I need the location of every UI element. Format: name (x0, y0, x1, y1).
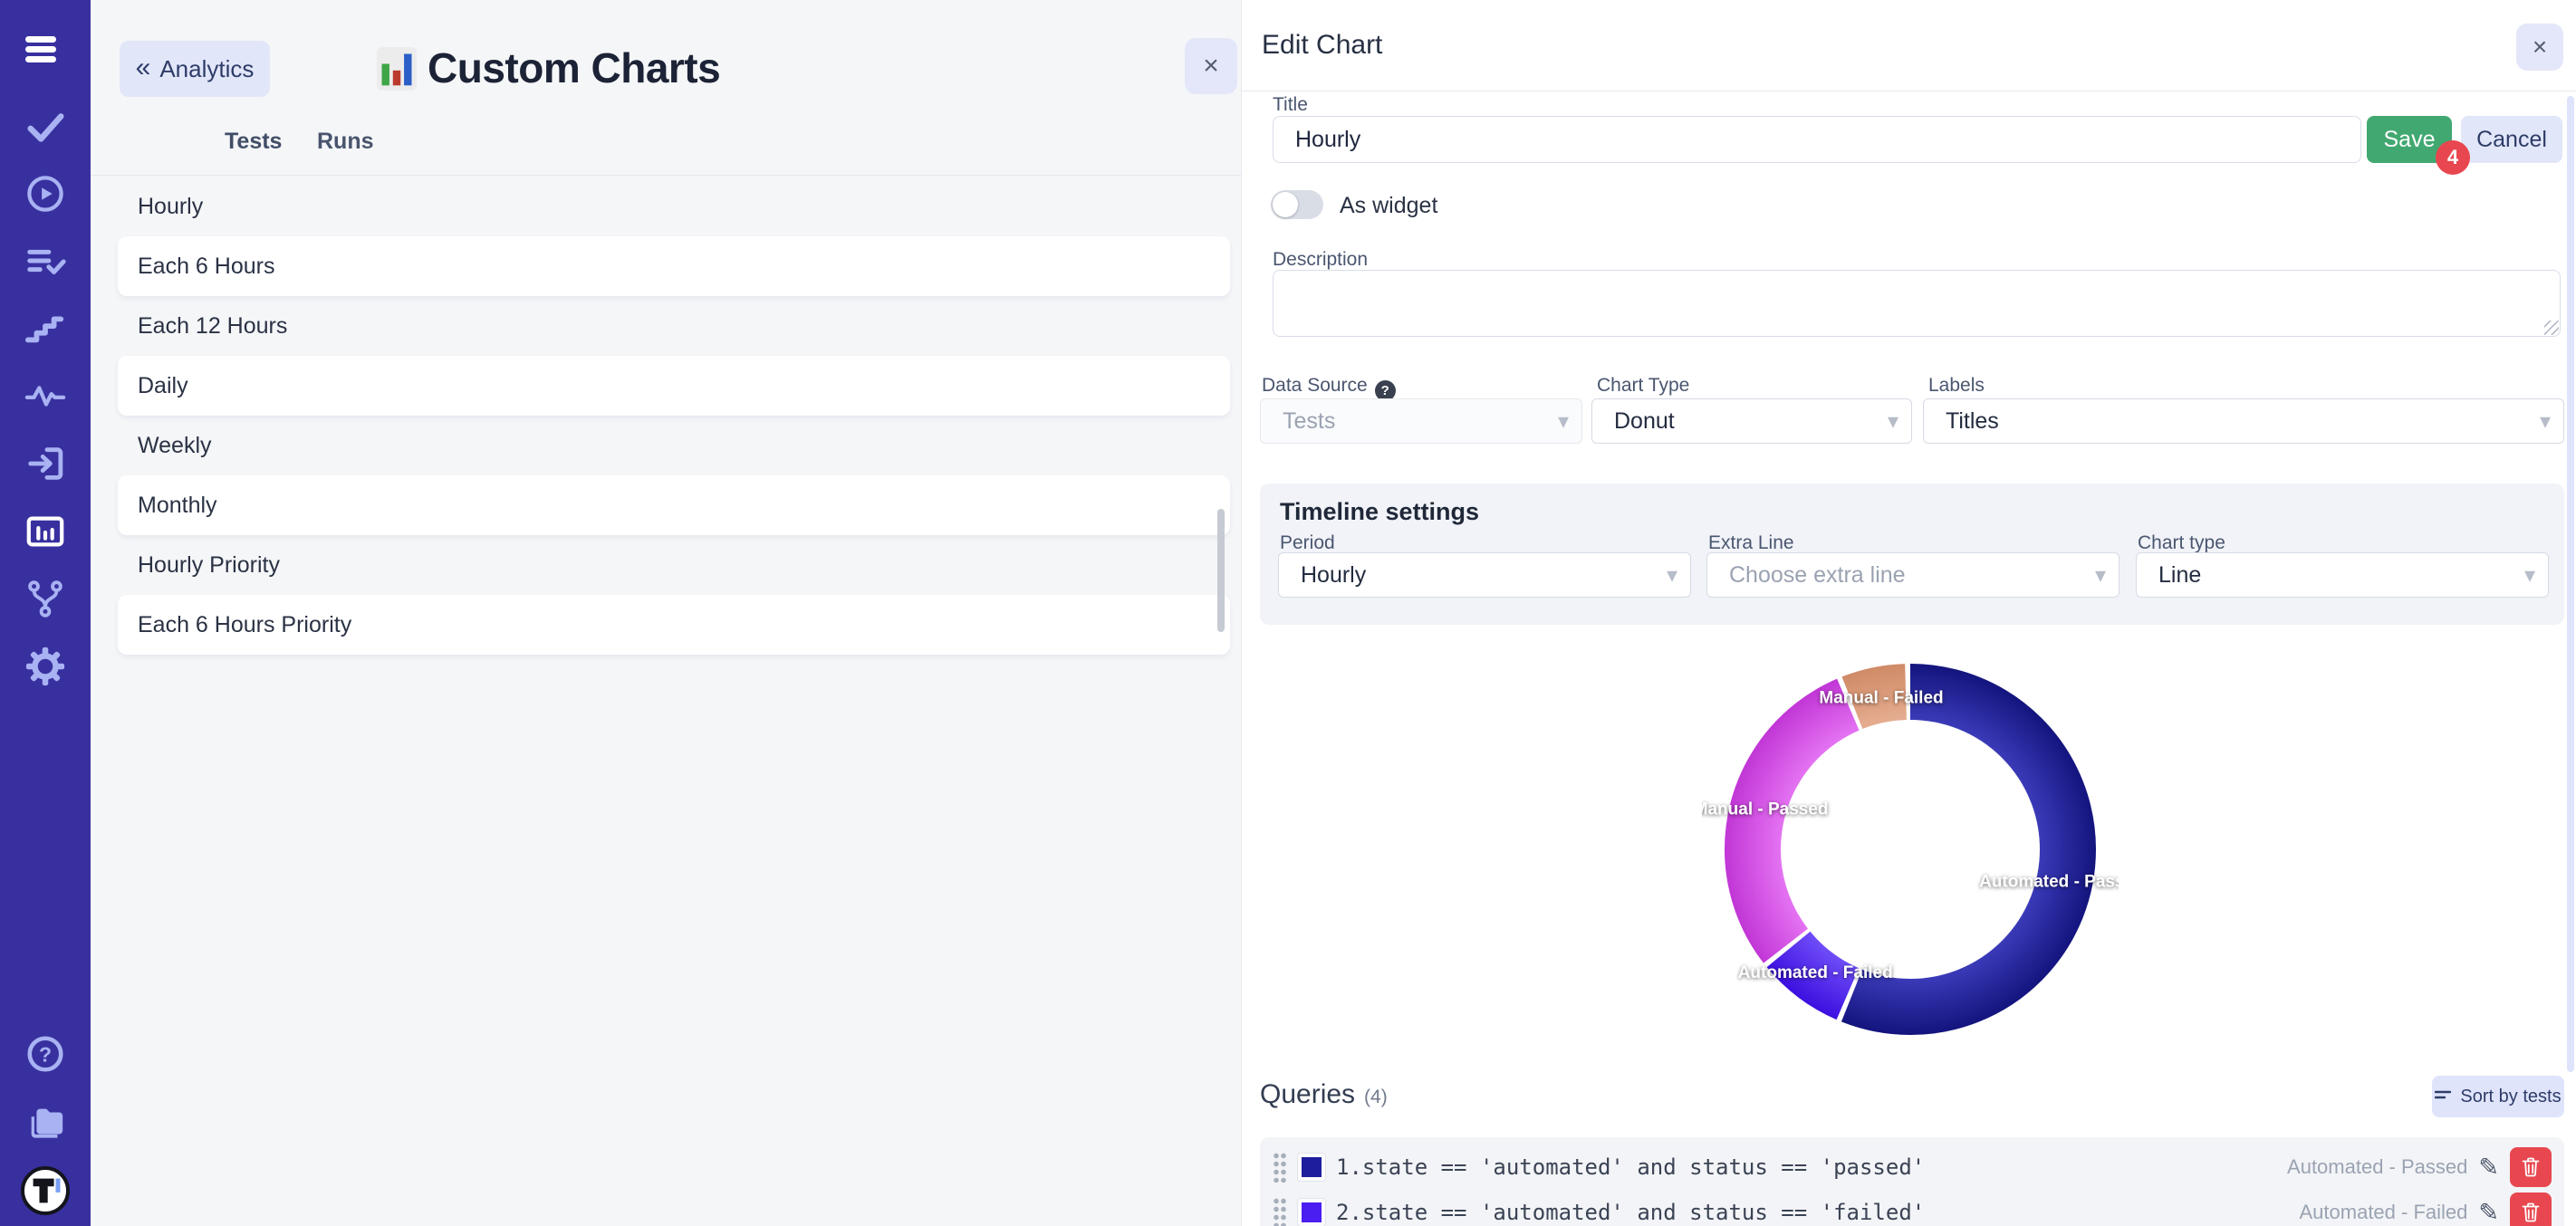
queries-count: (4) (1364, 1087, 1388, 1107)
textarea-resize-grip[interactable] (2544, 321, 2559, 335)
donut-chart: Automated - Passed Automated - Failed Manu… (1694, 641, 2145, 1058)
unsaved-count-badge: 4 (2436, 140, 2470, 175)
list-item[interactable]: Daily (118, 356, 1230, 416)
chevron-down-icon: ▾ (2094, 562, 2106, 588)
trash-icon (2522, 1157, 2540, 1177)
extra-line-select[interactable]: Choose extra line ▾ (1706, 552, 2119, 598)
queries-heading: Queries (4) (1260, 1079, 1388, 1109)
svg-text:?: ? (39, 1043, 52, 1067)
title-input[interactable] (1273, 116, 2361, 163)
list-item[interactable]: Each 12 Hours (138, 313, 288, 339)
labels-label: Labels (1928, 375, 1985, 396)
steps-icon[interactable] (24, 307, 66, 349)
list-item[interactable]: Hourly (138, 194, 204, 219)
custom-charts-panel: « Analytics Custom Charts Tests Runs Hou… (91, 0, 1241, 1226)
period-label: Period (1280, 532, 1335, 553)
import-signin-icon[interactable] (24, 443, 66, 484)
chevron-down-icon: ▾ (2539, 408, 2551, 434)
timeline-settings-heading: Timeline settings (1280, 498, 1480, 525)
tests-check-icon[interactable] (24, 106, 66, 148)
query-series-label: Automated - Failed (2299, 1201, 2468, 1223)
chevron-down-icon: ▾ (1666, 562, 1677, 588)
help-icon[interactable]: ? (24, 1033, 66, 1075)
edit-chart-heading: Edit Chart (1262, 30, 1383, 60)
edit-query-icon[interactable]: ✎ (2478, 1153, 2499, 1181)
sort-icon (2435, 1090, 2452, 1099)
list-scrollbar[interactable] (1217, 509, 1225, 632)
trash-icon (2522, 1202, 2540, 1222)
runs-play-icon[interactable] (24, 173, 66, 215)
bar-chart-emoji-icon (377, 47, 417, 91)
donut-slice-label: Automated - Failed (1738, 963, 1893, 982)
toggle-knob (1273, 192, 1298, 217)
data-source-select[interactable]: Tests ▾ (1260, 398, 1582, 444)
drag-handle-icon[interactable] (1273, 1197, 1287, 1226)
branch-icon[interactable] (24, 578, 66, 619)
cancel-button[interactable]: Cancel (2461, 116, 2562, 163)
as-widget-toggle[interactable] (1271, 190, 1323, 219)
back-to-analytics-button[interactable]: « Analytics (120, 41, 270, 97)
as-widget-label: As widget (1340, 193, 1438, 218)
chevron-down-icon: ▾ (1887, 408, 1898, 434)
timeline-settings-panel: Timeline settings Period Extra Line Char… (1260, 484, 2564, 625)
description-textarea[interactable] (1273, 270, 2561, 337)
tab-runs[interactable]: Runs (317, 129, 374, 154)
query-color-swatch (1298, 1154, 1325, 1181)
chevron-down-icon: ▾ (2523, 562, 2535, 588)
delete-query-button[interactable] (2510, 1147, 2552, 1187)
labels-select[interactable]: Titles ▾ (1923, 398, 2564, 444)
extra-line-label: Extra Line (1708, 532, 1794, 553)
query-color-swatch (1298, 1199, 1325, 1226)
edit-query-icon[interactable]: ✎ (2478, 1198, 2499, 1226)
pulse-activity-icon[interactable] (24, 375, 66, 417)
menu-icon[interactable] (25, 36, 56, 66)
chevron-down-icon: ▾ (1557, 408, 1569, 434)
edit-chart-panel: Edit Chart × Title Save Cancel 4 As widg… (1241, 0, 2576, 1226)
tabs-divider (91, 175, 1241, 176)
settings-gear-icon[interactable] (24, 646, 66, 687)
help-badge-icon[interactable]: ? (1374, 380, 1396, 401)
donut-slice-label: Automated - Passed (1979, 872, 2119, 891)
list-item[interactable]: Weekly (138, 433, 212, 458)
donut-slice-label: Manual - Failed (1819, 689, 1943, 708)
query-row: 2.state == 'automated' and status == 'fa… (1260, 1190, 2564, 1226)
title-label: Title (1273, 94, 1308, 115)
close-edit-panel-button[interactable]: × (2516, 24, 2563, 71)
timeline-chart-type-select[interactable]: Line ▾ (2136, 552, 2549, 598)
timeline-chart-type-label: Chart type (2138, 532, 2225, 553)
data-source-label: Data Source? (1262, 375, 1396, 401)
sort-by-tests-button[interactable]: Sort by tests (2432, 1076, 2564, 1117)
back-label: Analytics (159, 54, 255, 82)
period-select[interactable]: Hourly ▾ (1278, 552, 1691, 598)
edit-panel-scrollbar[interactable] (2567, 96, 2574, 1072)
tab-tests[interactable]: Tests (225, 129, 283, 154)
double-chevron-left-icon: « (135, 52, 151, 82)
queries-panel: 1.state == 'automated' and status == 'pa… (1260, 1137, 2564, 1226)
plans-list-check-icon[interactable] (24, 240, 66, 282)
donut-segment[interactable] (1725, 664, 2096, 1035)
chart-list: Hourly Each 6 Hours Each 12 Hours Daily Week… (91, 177, 1241, 655)
page-title: Custom Charts (428, 44, 721, 91)
sidebar: ? (0, 0, 91, 1226)
list-item[interactable]: Monthly (118, 475, 1230, 535)
delete-query-button[interactable] (2510, 1192, 2552, 1226)
list-item[interactable]: Each 6 Hours Priority (118, 595, 1230, 655)
list-item[interactable]: Hourly Priority (138, 552, 280, 578)
analytics-bar-chart-icon[interactable] (24, 511, 66, 552)
donut-segment[interactable] (1703, 642, 2118, 1057)
query-series-label: Automated - Passed (2287, 1155, 2468, 1178)
donut-slice-label: Manual - Passed (1702, 800, 1829, 819)
query-text: 1.state == 'automated' and status == 'pa… (1336, 1154, 1926, 1180)
list-item[interactable]: Each 6 Hours (118, 236, 1230, 296)
drag-handle-icon[interactable] (1273, 1152, 1287, 1183)
query-text: 2.state == 'automated' and status == 'fa… (1336, 1200, 1926, 1225)
description-label: Description (1273, 249, 1369, 270)
query-row: 1.state == 'automated' and status == 'pa… (1260, 1145, 2564, 1190)
chart-type-select[interactable]: Donut ▾ (1591, 398, 1912, 444)
close-list-overlay-button[interactable]: × (1185, 38, 1237, 94)
app-logo[interactable] (21, 1166, 70, 1215)
projects-folder-icon[interactable] (24, 1102, 66, 1144)
chart-type-label: Chart Type (1597, 375, 1690, 396)
